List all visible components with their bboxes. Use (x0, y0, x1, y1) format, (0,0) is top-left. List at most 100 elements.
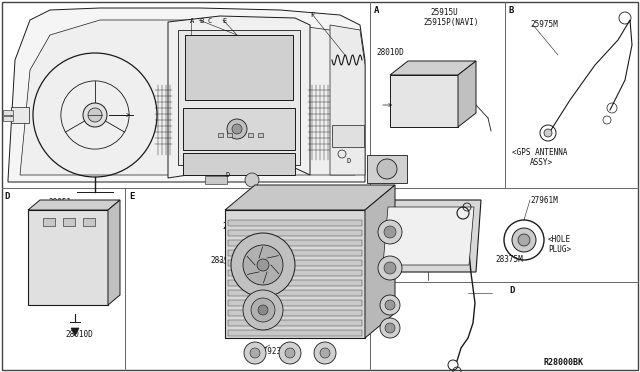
Polygon shape (390, 75, 458, 127)
Text: 25915P(NAVI): 25915P(NAVI) (423, 18, 479, 27)
Circle shape (243, 245, 283, 285)
Bar (183, 108, 295, 150)
Text: A: A (374, 6, 380, 15)
Bar (3, 110, 13, 115)
Polygon shape (365, 185, 395, 338)
Polygon shape (228, 250, 362, 256)
Text: <HOLE: <HOLE (548, 235, 571, 244)
Polygon shape (71, 328, 79, 336)
Text: 28375M: 28375M (495, 255, 523, 264)
Circle shape (385, 300, 395, 310)
Bar (83, 218, 95, 226)
Circle shape (285, 348, 295, 358)
Circle shape (243, 290, 283, 330)
Text: 28051: 28051 (48, 198, 71, 207)
Text: D: D (347, 158, 351, 164)
Text: E: E (222, 18, 227, 24)
Text: F: F (374, 192, 380, 201)
Bar (185, 35, 293, 100)
Text: D: D (225, 172, 229, 178)
Circle shape (244, 342, 266, 364)
Polygon shape (228, 270, 362, 276)
Text: 28010D: 28010D (65, 330, 93, 339)
Circle shape (384, 226, 396, 238)
Text: 28395LA: 28395LA (348, 215, 380, 224)
Circle shape (512, 228, 536, 252)
Text: 28395L: 28395L (210, 256, 237, 265)
Circle shape (88, 108, 102, 122)
Circle shape (232, 124, 242, 134)
Bar (205, 176, 227, 184)
Text: <GPS ANTENNA: <GPS ANTENNA (512, 148, 568, 157)
Bar (248, 133, 253, 137)
Circle shape (258, 305, 268, 315)
Polygon shape (390, 61, 476, 75)
Polygon shape (28, 210, 108, 305)
Circle shape (250, 348, 260, 358)
Bar (43, 218, 55, 226)
Text: A: A (190, 18, 195, 24)
Circle shape (279, 342, 301, 364)
Text: 27923+A: 27923+A (258, 347, 291, 356)
Polygon shape (20, 20, 355, 175)
Bar (227, 133, 232, 137)
Bar (332, 125, 364, 147)
Polygon shape (225, 185, 395, 210)
Circle shape (320, 348, 330, 358)
Polygon shape (228, 230, 362, 236)
Circle shape (378, 220, 402, 244)
Polygon shape (178, 30, 300, 165)
Text: B: B (199, 18, 204, 24)
Bar (258, 133, 263, 137)
Circle shape (385, 323, 395, 333)
Text: 25975M: 25975M (530, 20, 557, 29)
Bar (63, 218, 75, 226)
Polygon shape (383, 207, 474, 265)
Polygon shape (8, 8, 365, 182)
Text: F: F (310, 12, 314, 18)
Text: PLUG>: PLUG> (548, 245, 571, 254)
Polygon shape (228, 280, 362, 286)
Circle shape (518, 234, 530, 246)
Polygon shape (376, 200, 481, 272)
Circle shape (384, 262, 396, 274)
Circle shape (257, 259, 269, 271)
Circle shape (380, 318, 400, 338)
Text: B: B (509, 6, 515, 15)
Polygon shape (228, 240, 362, 246)
Circle shape (544, 129, 552, 137)
Bar (11, 107, 29, 123)
Circle shape (377, 159, 397, 179)
Bar (183, 153, 295, 175)
Polygon shape (228, 290, 362, 296)
Circle shape (245, 173, 259, 187)
Text: 25915U: 25915U (430, 8, 458, 17)
Text: 28360A: 28360A (222, 222, 250, 231)
Circle shape (83, 103, 107, 127)
Circle shape (231, 233, 295, 297)
Polygon shape (330, 25, 365, 175)
Text: D: D (509, 286, 515, 295)
Polygon shape (168, 16, 310, 178)
Text: C: C (208, 18, 212, 24)
Text: 28395N: 28395N (298, 197, 326, 206)
Polygon shape (28, 200, 120, 210)
Bar (218, 133, 223, 137)
Circle shape (227, 119, 247, 139)
Bar (3, 116, 13, 121)
Text: 27961M: 27961M (530, 196, 557, 205)
Polygon shape (108, 200, 120, 305)
Polygon shape (228, 220, 362, 226)
Text: 28091: 28091 (416, 256, 439, 265)
Polygon shape (458, 61, 476, 127)
Polygon shape (228, 320, 362, 326)
Polygon shape (225, 210, 365, 338)
Polygon shape (228, 330, 362, 336)
Circle shape (380, 295, 400, 315)
Text: ASSY>: ASSY> (530, 158, 553, 167)
Polygon shape (228, 260, 362, 266)
Text: R28000BK: R28000BK (544, 358, 584, 367)
Text: 27923: 27923 (335, 283, 358, 292)
Text: D: D (4, 192, 10, 201)
Text: C: C (374, 286, 380, 295)
